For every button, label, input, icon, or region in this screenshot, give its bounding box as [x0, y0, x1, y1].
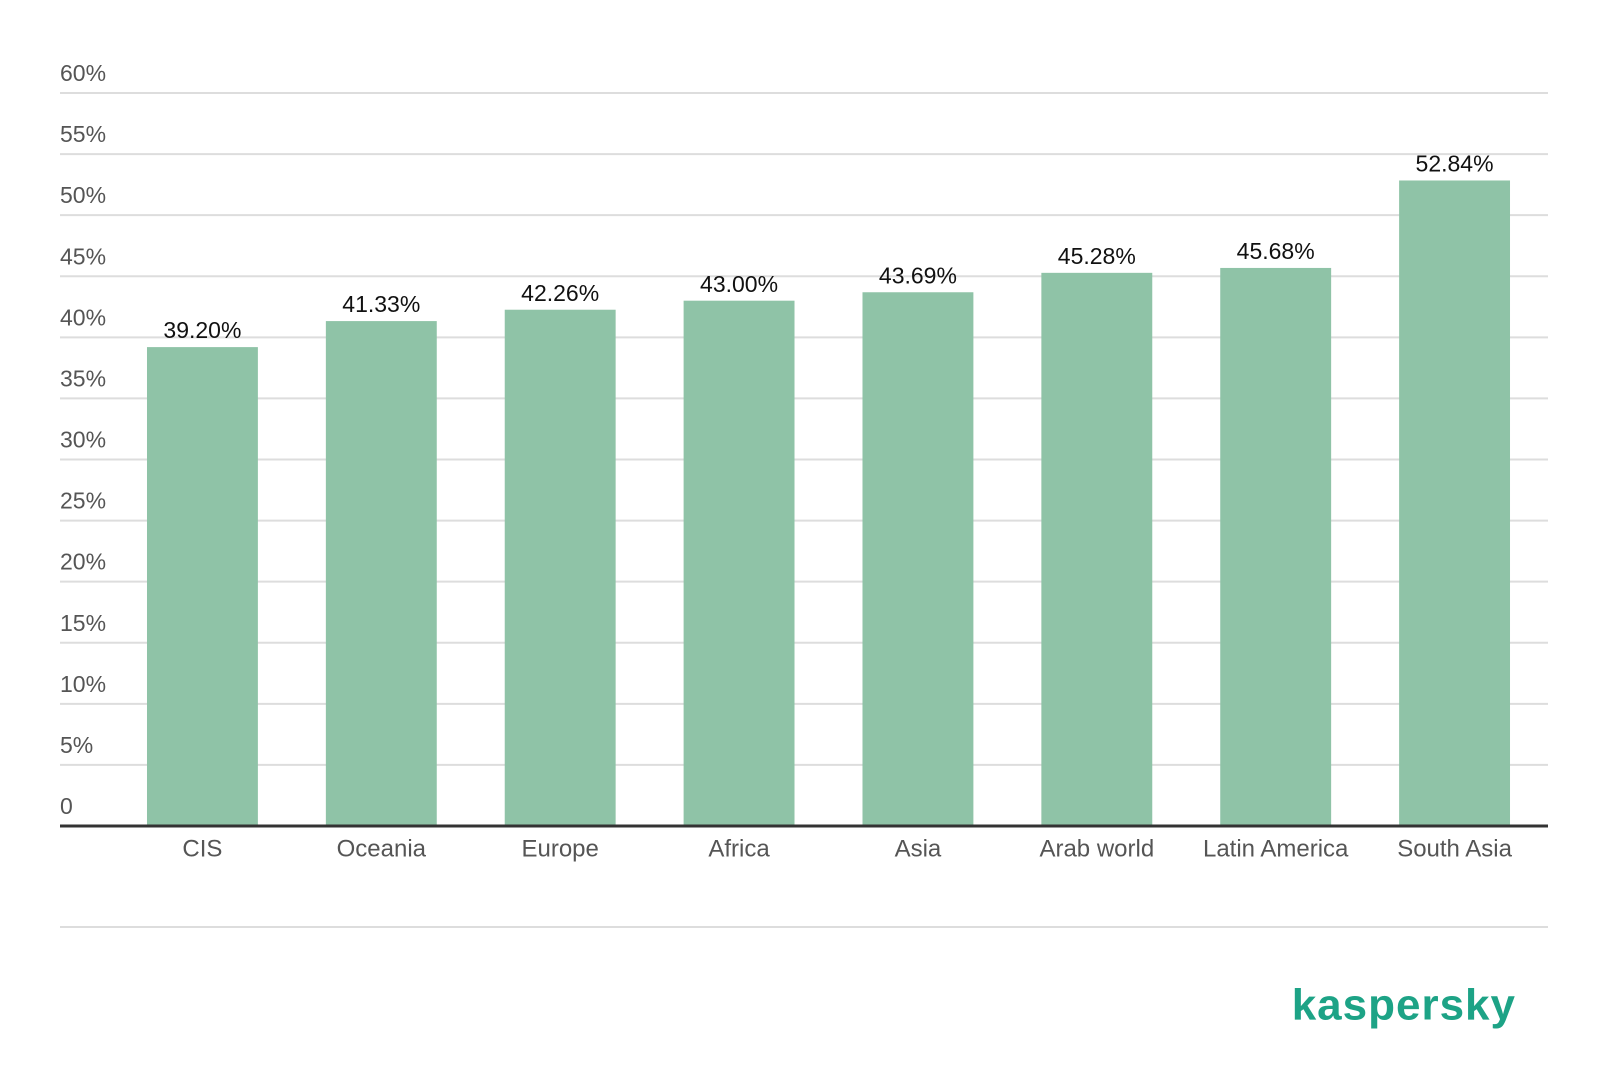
x-tick-label: Africa [708, 835, 770, 862]
x-tick-label: Asia [895, 835, 942, 862]
y-tick-label: 25% [60, 488, 106, 514]
y-tick-label: 45% [60, 243, 106, 269]
x-tick-label: Latin America [1203, 835, 1349, 862]
value-label: 42.26% [521, 280, 599, 306]
y-tick-label: 55% [60, 121, 106, 147]
value-label: 41.33% [342, 291, 420, 317]
value-label: 43.00% [700, 271, 778, 297]
value-label: 45.68% [1237, 238, 1315, 264]
bar [1220, 267, 1332, 827]
y-tick-label: 40% [60, 304, 106, 330]
x-tick-label: Europe [521, 835, 598, 862]
x-tick-label: Oceania [337, 835, 427, 862]
bar [146, 347, 258, 826]
y-tick-label: 35% [60, 365, 106, 391]
bar [862, 292, 974, 826]
bar [504, 309, 616, 827]
value-label: 39.20% [163, 317, 241, 343]
y-tick-label: 0 [60, 793, 73, 819]
y-tick-label: 20% [60, 549, 106, 575]
y-tick-label: 5% [60, 732, 93, 758]
y-tick-label: 30% [60, 427, 106, 453]
x-tick-label: Arab world [1039, 835, 1154, 862]
bar [683, 300, 795, 826]
value-label: 52.84% [1416, 151, 1494, 177]
bar [325, 321, 437, 826]
y-tick-label: 15% [60, 610, 106, 636]
value-label: 45.28% [1058, 243, 1136, 269]
logo: kaspersky [1292, 981, 1516, 1030]
y-tick-label: 50% [60, 182, 106, 208]
y-tick-label: 60% [60, 60, 106, 86]
bar [1399, 180, 1511, 827]
y-tick-label: 10% [60, 671, 106, 697]
value-label: 43.69% [879, 262, 957, 288]
x-tick-label: CIS [182, 835, 222, 862]
x-tick-label: South Asia [1397, 835, 1512, 862]
bar [1041, 272, 1153, 826]
